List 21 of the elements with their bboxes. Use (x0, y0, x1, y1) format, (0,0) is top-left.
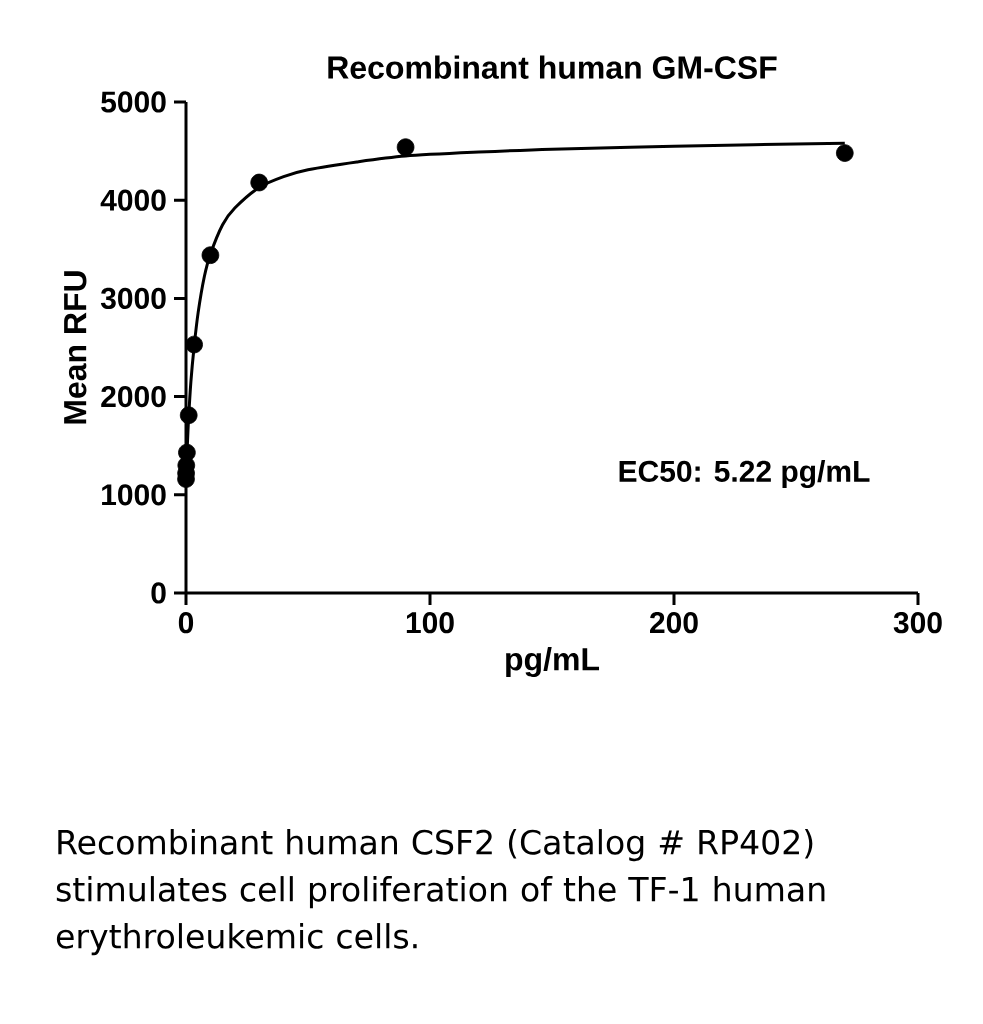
point (835, 144, 854, 162)
y-tick-label: 1000 (102, 484, 166, 506)
x-axis-title: pg/mL (506, 647, 600, 678)
text: Recombinant human CSF2 (Catalog # RP402) stimulates cell proliferation of the TF-1 human erythroleukemic cells. (56, 829, 825, 956)
point (179, 406, 198, 425)
point (201, 246, 220, 264)
y-tick-label: 4000 (100, 189, 166, 211)
y-tick-label: 5000 (101, 91, 166, 113)
point (250, 173, 268, 192)
annotation: EC50: 5.22 pg/mL (619, 459, 870, 489)
x-tick-label: 0 (178, 612, 194, 634)
point (185, 335, 203, 354)
y-tick-label: 3000 (100, 287, 166, 310)
x-tick-label: 100 (406, 612, 454, 634)
x-tick-label: 200 (650, 612, 698, 634)
y-tick-label: 2000 (101, 385, 166, 408)
x-tick-label: 300 (893, 612, 942, 634)
y-axis-title: Mean RFU (64, 271, 87, 424)
y-tick-label: 0 (151, 582, 166, 604)
chart-title: Recombinant human GM-CSF (328, 55, 777, 79)
point (396, 138, 415, 156)
